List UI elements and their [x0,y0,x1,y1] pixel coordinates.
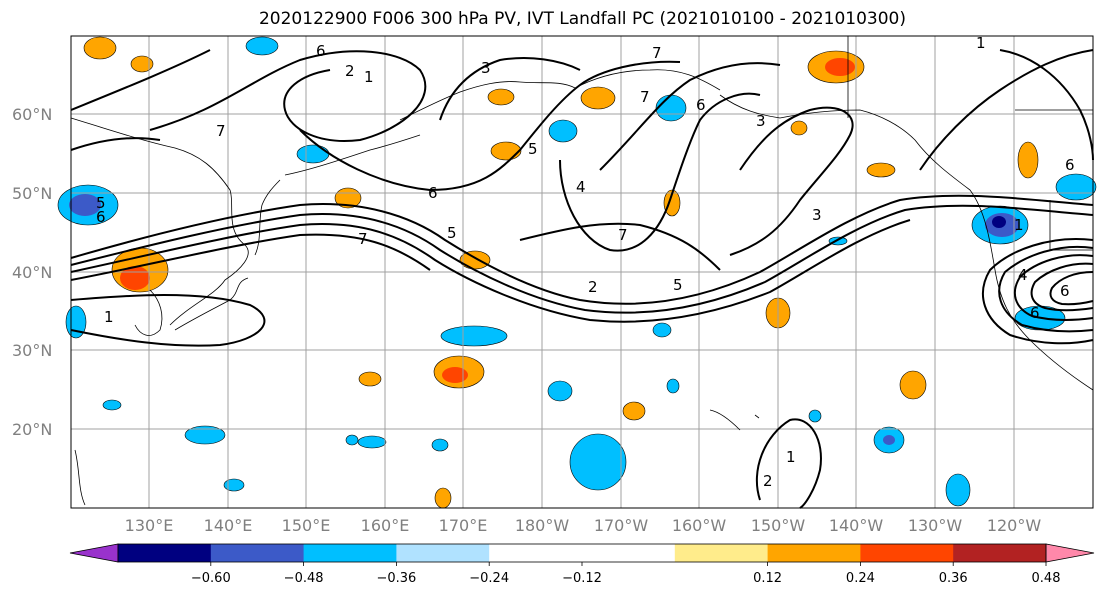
colorbar-extend-high [1045,543,1095,563]
contour-label: 7 [358,230,368,248]
lat-label: 40°N [12,263,52,282]
colorbar-tick-label: −0.24 [469,571,509,586]
lon-label: 150°W [751,516,806,535]
lon-label: 140°E [204,516,253,535]
gridlines [71,36,1093,508]
contour-label: 5 [447,224,457,242]
colorbar-tick-label: 0.48 [1032,571,1061,586]
contour-label: 7 [216,122,226,140]
colorbar-ticks: −0.60 −0.48 −0.36 −0.24 −0.12 0.12 0.24 0.36 0.4… [191,562,1061,586]
contour-label: 1 [364,68,374,86]
colorbar-tick-label: −0.12 [562,571,602,586]
colorbar-extend-low [69,543,119,563]
contour-label: 3 [481,59,491,77]
lat-label: 50°N [12,184,52,203]
colorbar-tick-label: 0.36 [939,571,968,586]
contour-label: 7 [640,88,650,106]
map-panel: 7 6 1 3 2 6 7 5 4 6 5 3 2 7 5 1 5 7 6 1 … [57,34,1097,509]
colorbar-segment [118,544,212,562]
lon-label: 140°W [829,516,884,535]
colorbar-tick-label: 0.12 [753,571,782,586]
lat-label: 60°N [12,105,52,124]
lon-label: 160°W [672,516,727,535]
lat-label: 30°N [12,341,52,360]
colorbar-segment [767,544,861,562]
colorbar-segment [953,544,1047,562]
colorbar-segment [860,544,954,562]
lon-label: 130°E [125,516,174,535]
colorbar-segment [582,544,676,562]
lon-label: 150°E [282,516,331,535]
contour-label: 3 [756,112,766,130]
lon-label: 170°W [594,516,649,535]
contour-label: 5 [96,194,106,212]
contour-label: 2 [763,472,773,490]
map-title: 2020122900 F006 300 hPa PV, IVT Landfall… [258,9,906,29]
lon-label: 130°W [908,516,963,535]
colorbar-segment [674,544,769,562]
colorbar [69,543,1095,563]
contour-label: 1 [976,34,986,52]
contour-label: 1 [786,448,796,466]
colorbar-segment [210,544,305,562]
contour-label: 4 [1018,266,1028,284]
contour-label: 6 [696,96,706,114]
contour-label: 2 [588,278,598,296]
pv-contours [70,49,1094,509]
colorbar-tick-label: 0.24 [846,571,875,586]
contour-label: 6 [96,208,106,226]
contour-label: 1 [104,308,114,326]
lon-label: 170°E [439,516,488,535]
colorbar-segment [303,544,397,562]
contour-label: 1 [1014,216,1024,234]
colorbar-segment [489,544,583,562]
colorbar-tick-label: −0.60 [191,571,231,586]
colorbar-segment [396,544,490,562]
contour-label: 5 [673,276,683,294]
longitude-labels: 130°E 140°E 150°E 160°E 170°E 180°W 170°… [125,516,1042,535]
contour-label: 6 [1060,282,1070,300]
colorbar-tick-label: −0.48 [284,571,324,586]
latitude-labels: 60°N 50°N 40°N 30°N 20°N [12,105,52,439]
contour-label: 6 [1030,304,1040,322]
colorbar-tick-label: −0.36 [376,571,416,586]
contour-label: 4 [576,178,586,196]
contour-label: 3 [812,206,822,224]
lon-label: 120°W [987,516,1042,535]
contour-label: 2 [345,62,355,80]
contour-label: 5 [528,140,538,158]
contour-label-group: 7 6 1 3 2 6 7 5 4 6 5 3 2 7 5 1 5 7 6 1 … [96,34,1075,490]
lon-label: 160°E [361,516,410,535]
contour-label: 6 [316,42,326,60]
contour-label: 7 [652,44,662,62]
coastlines [70,36,1094,506]
lat-label: 20°N [12,420,52,439]
contour-label: 7 [618,226,628,244]
contour-label: 6 [1065,156,1075,174]
contour-label: 6 [428,184,438,202]
lon-label: 180°W [515,516,570,535]
map-frame [70,35,1094,509]
